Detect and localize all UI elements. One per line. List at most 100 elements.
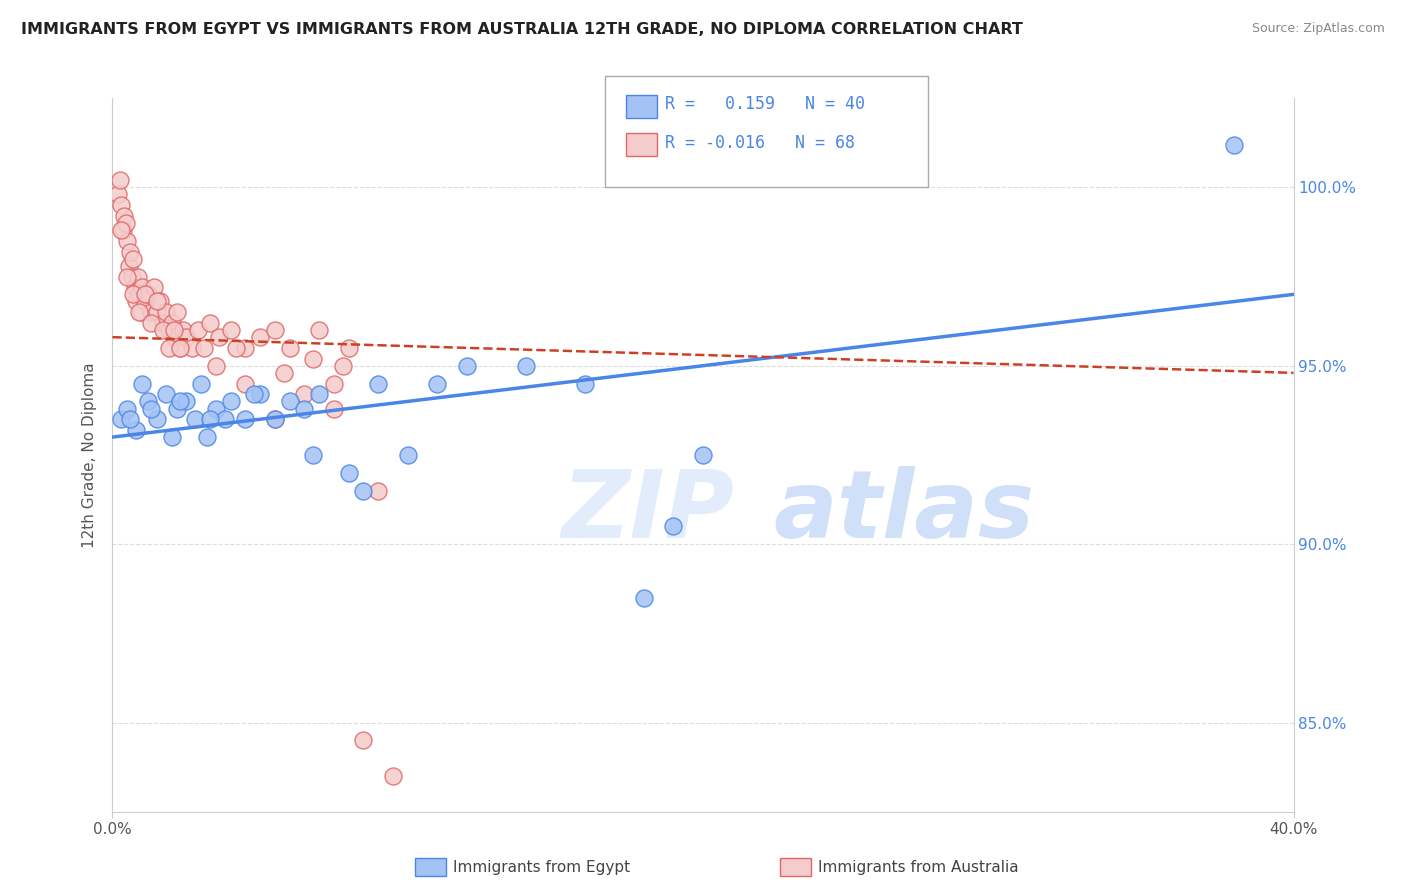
Point [124, 280, 146, 294]
Point [382, 769, 405, 783]
Point [112, 209, 135, 223]
Point [692, 448, 714, 462]
Point [396, 448, 419, 462]
Point [302, 351, 325, 366]
Point [169, 394, 191, 409]
Point [121, 269, 143, 284]
Point [152, 316, 174, 330]
Point [633, 591, 655, 605]
Point [219, 323, 242, 337]
Point [163, 323, 186, 337]
Text: atlas: atlas [773, 466, 1035, 558]
Point [233, 412, 256, 426]
Point [134, 287, 156, 301]
Point [264, 323, 287, 337]
Point [117, 234, 138, 248]
Point [131, 280, 153, 294]
Point [264, 412, 287, 426]
Point [129, 305, 152, 319]
Point [122, 252, 145, 266]
Point [352, 483, 374, 498]
Point [120, 244, 142, 259]
Point [323, 376, 346, 391]
Point [273, 366, 295, 380]
Point [332, 359, 354, 373]
Point [139, 401, 162, 416]
Point [117, 401, 138, 416]
Point [120, 412, 142, 426]
Point [128, 287, 150, 301]
Point [337, 341, 360, 355]
Point [233, 376, 256, 391]
Point [292, 401, 315, 416]
Point [574, 376, 596, 391]
Point [131, 376, 153, 391]
Point [128, 305, 150, 319]
Point [142, 280, 165, 294]
Point [127, 269, 149, 284]
Point [302, 448, 325, 462]
Point [134, 294, 156, 309]
Point [114, 216, 136, 230]
Point [184, 412, 207, 426]
Point [163, 330, 186, 344]
Point [110, 412, 132, 426]
Point [149, 294, 172, 309]
Point [160, 316, 183, 330]
Point [278, 341, 301, 355]
Point [110, 198, 132, 212]
Point [125, 294, 148, 309]
Text: IMMIGRANTS FROM EGYPT VS IMMIGRANTS FROM AUSTRALIA 12TH GRADE, NO DIPLOMA CORREL: IMMIGRANTS FROM EGYPT VS IMMIGRANTS FROM… [21, 22, 1024, 37]
Point [107, 187, 129, 202]
Point [139, 316, 162, 330]
Point [187, 323, 209, 337]
Point [110, 223, 132, 237]
Point [426, 376, 449, 391]
Point [249, 387, 271, 401]
Point [456, 359, 478, 373]
Point [367, 376, 389, 391]
Point [208, 330, 231, 344]
Point [155, 387, 177, 401]
Point [174, 330, 197, 344]
Point [198, 412, 221, 426]
Point [108, 173, 131, 187]
Point [264, 412, 287, 426]
Point [195, 430, 218, 444]
Point [174, 394, 197, 409]
Point [139, 305, 162, 319]
Point [152, 323, 174, 337]
Point [146, 412, 169, 426]
Point [172, 323, 194, 337]
Point [160, 430, 183, 444]
Point [323, 401, 346, 416]
Point [352, 733, 374, 747]
Point [214, 412, 236, 426]
Point [111, 223, 134, 237]
Point [190, 376, 212, 391]
Point [662, 519, 685, 533]
Point [278, 394, 301, 409]
Point [367, 483, 389, 498]
Point [169, 341, 191, 355]
Point [136, 287, 159, 301]
Point [337, 466, 360, 480]
Point [118, 259, 141, 273]
Point [225, 341, 247, 355]
Point [205, 401, 228, 416]
Point [243, 387, 266, 401]
Text: R = -0.016   N = 68: R = -0.016 N = 68 [665, 134, 855, 152]
Y-axis label: 12th Grade, No Diploma: 12th Grade, No Diploma [82, 362, 97, 548]
Point [292, 387, 315, 401]
Text: Source: ZipAtlas.com: Source: ZipAtlas.com [1251, 22, 1385, 36]
Point [233, 341, 256, 355]
Point [1223, 137, 1246, 152]
Point [136, 394, 159, 409]
Point [117, 269, 138, 284]
Point [157, 323, 180, 337]
Point [308, 387, 330, 401]
Point [219, 394, 242, 409]
Point [198, 316, 221, 330]
Point [308, 323, 330, 337]
Point [181, 341, 204, 355]
